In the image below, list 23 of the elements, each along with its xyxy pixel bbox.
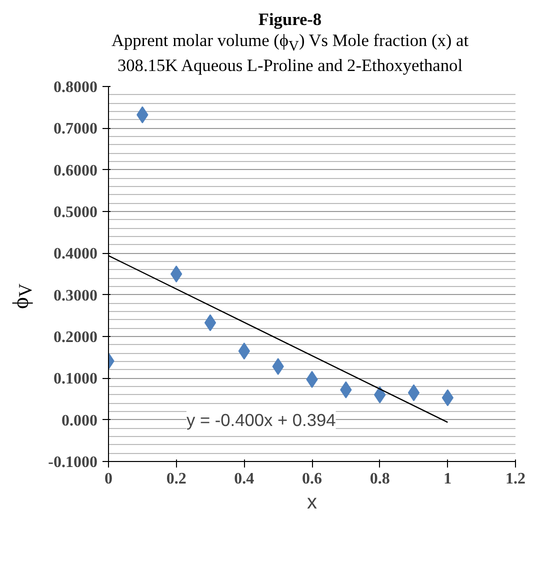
chart-title: Figure-8 <box>257 10 323 31</box>
y-tick-label: 0.000 <box>62 412 98 430</box>
annotation: y = -0.400x + 0.394 <box>186 410 336 430</box>
x-tick-label: 0.6 <box>302 470 322 488</box>
x-tick-label: 1.2 <box>506 470 526 488</box>
y-tick-label: 0.3000 <box>54 288 98 305</box>
y-tick-label: 0.2000 <box>54 329 98 346</box>
y-tick-label: 0.8000 <box>54 79 98 96</box>
chart-subtitle: Apprent molar volume (ϕ$_{V}$) Vs Mole fraction (x) at 308.15K Aqueous L-Proline and 2-Ethoxyethanol <box>110 30 470 76</box>
x-tick-label: 0.8 <box>370 470 390 488</box>
x-tick-label: 0.2 <box>166 470 186 488</box>
point <box>408 384 420 402</box>
y-tick-label: 0.1000 <box>54 370 98 388</box>
x-tick-label: 0.4 <box>234 470 254 488</box>
y-tick-label: 0.5000 <box>54 204 98 222</box>
x-axis-title: x <box>307 492 317 514</box>
y-tick-label: -0.1000 <box>48 454 98 472</box>
x-tick-label: 1 <box>444 470 452 488</box>
y-tick-label: 0.7000 <box>54 120 98 138</box>
y-tick-label: 0.4000 <box>54 246 98 263</box>
y-tick-label: 0.6000 <box>54 162 98 180</box>
point <box>204 314 216 332</box>
x-tick-label: 0 <box>104 470 112 488</box>
